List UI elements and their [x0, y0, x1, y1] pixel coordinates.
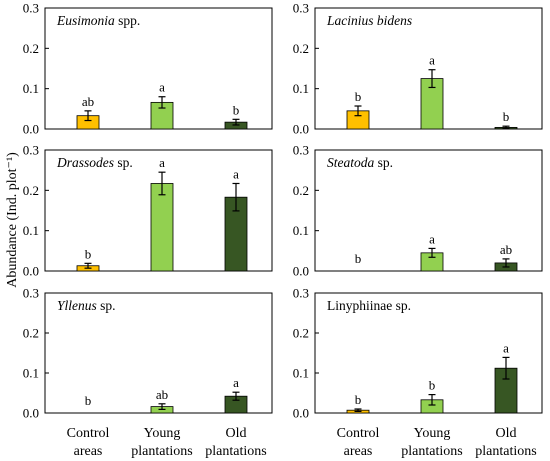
panel-title: Drassodes sp.: [56, 155, 133, 170]
y-tick-label: 0.0: [293, 122, 309, 137]
y-tick-label: 0.1: [293, 366, 309, 381]
significance-letter: b: [429, 378, 436, 393]
panel-title: Linyphiinae sp.: [327, 298, 411, 313]
significance-letter: b: [355, 251, 362, 266]
x-category-label: Young: [144, 426, 181, 441]
x-category-label: Control: [67, 426, 110, 441]
panel-title-rest: sp.: [114, 155, 133, 170]
significance-letter: a: [233, 166, 239, 181]
panel-title-rest: spp.: [115, 13, 141, 28]
significance-letter: ab: [82, 94, 94, 109]
panel-3: 0.0 0.1 0.2 0.3 Drassodes sp. b a a: [23, 143, 273, 279]
panel-5: 0.0 0.1 0.2 0.3 Yllenus sp. b ab a: [23, 286, 273, 421]
panel-title-italic: Eusimonia: [56, 13, 115, 28]
y-tick-label: 0.3: [293, 286, 309, 301]
y-tick-label: 0.0: [23, 122, 39, 137]
x-category-label: areas: [344, 444, 373, 459]
panel-6: 0.0 0.1 0.2 0.3 Linyphiinae sp. b b a: [293, 286, 543, 421]
panel-title: Eusimonia spp.: [56, 13, 140, 28]
x-category-label: plantations: [205, 444, 266, 459]
significance-letter: a: [503, 340, 509, 355]
x-category-label: plantations: [131, 444, 192, 459]
significance-letter: a: [233, 375, 239, 390]
x-category-label: plantations: [475, 444, 536, 459]
y-tick-label: 0.3: [293, 1, 309, 16]
y-tick-label: 0.0: [23, 406, 39, 421]
y-tick-label: 0.2: [293, 326, 309, 341]
y-tick-label: 0.1: [23, 81, 39, 96]
panel-title-rest: sp.: [97, 298, 116, 313]
y-tick-label: 0.0: [23, 264, 39, 279]
y-tick-label: 0.2: [293, 183, 309, 198]
panel-4: 0.0 0.1 0.2 0.3 Steatoda sp. b a ab: [293, 143, 543, 279]
significance-letter: b: [355, 392, 362, 407]
significance-letter: b: [355, 89, 362, 104]
y-tick-label: 0.2: [23, 41, 39, 56]
y-tick-label: 0.1: [23, 366, 39, 381]
significance-letter: b: [503, 109, 510, 124]
significance-letter: a: [429, 231, 435, 246]
panel-title-italic: Drassodes: [56, 155, 114, 170]
y-tick-label: 0.3: [23, 143, 39, 158]
significance-letter: ab: [156, 387, 168, 402]
x-category-label: Control: [337, 426, 380, 441]
significance-letter: ab: [500, 242, 512, 257]
y-tick-label: 0.0: [293, 264, 309, 279]
y-axis-label: Abundance (Ind. plot⁻¹): [5, 152, 20, 288]
y-tick-label: 0.3: [23, 286, 39, 301]
panel-title-italic: Steatoda: [327, 155, 374, 170]
panel-title-rest: Linyphiinae sp.: [327, 298, 411, 313]
y-tick-label: 0.2: [293, 41, 309, 56]
x-category-label: Old: [226, 426, 247, 441]
y-tick-label: 0.3: [293, 143, 309, 158]
panel-title: Lacinius bidens: [326, 13, 412, 28]
y-tick-label: 0.0: [293, 406, 309, 421]
panel-title: Steatoda sp.: [327, 155, 393, 170]
bar: [150, 183, 174, 272]
y-tick-label: 0.2: [23, 183, 39, 198]
significance-letter: b: [233, 102, 240, 117]
significance-letter: b: [85, 393, 92, 408]
y-tick-label: 0.1: [293, 81, 309, 96]
x-category-label: areas: [74, 444, 103, 459]
y-tick-label: 0.1: [293, 223, 309, 238]
panel-title-italic: Lacinius bidens: [326, 13, 412, 28]
significance-letter: b: [85, 246, 92, 261]
x-category-label: plantations: [401, 444, 462, 459]
y-tick-label: 0.1: [23, 223, 39, 238]
significance-letter: a: [429, 53, 435, 68]
panel-title-rest: sp.: [374, 155, 393, 170]
y-tick-label: 0.2: [23, 326, 39, 341]
significance-letter: a: [159, 80, 165, 95]
significance-letter: a: [159, 155, 165, 170]
x-category-label: Young: [414, 426, 451, 441]
panel-title: Yllenus sp.: [57, 298, 116, 313]
panel-2: 0.0 0.1 0.2 0.3 Lacinius bidens b a b: [293, 1, 543, 137]
x-category-label: Old: [496, 426, 517, 441]
panel-title-italic: Yllenus: [57, 298, 97, 313]
y-tick-label: 0.3: [23, 1, 39, 16]
